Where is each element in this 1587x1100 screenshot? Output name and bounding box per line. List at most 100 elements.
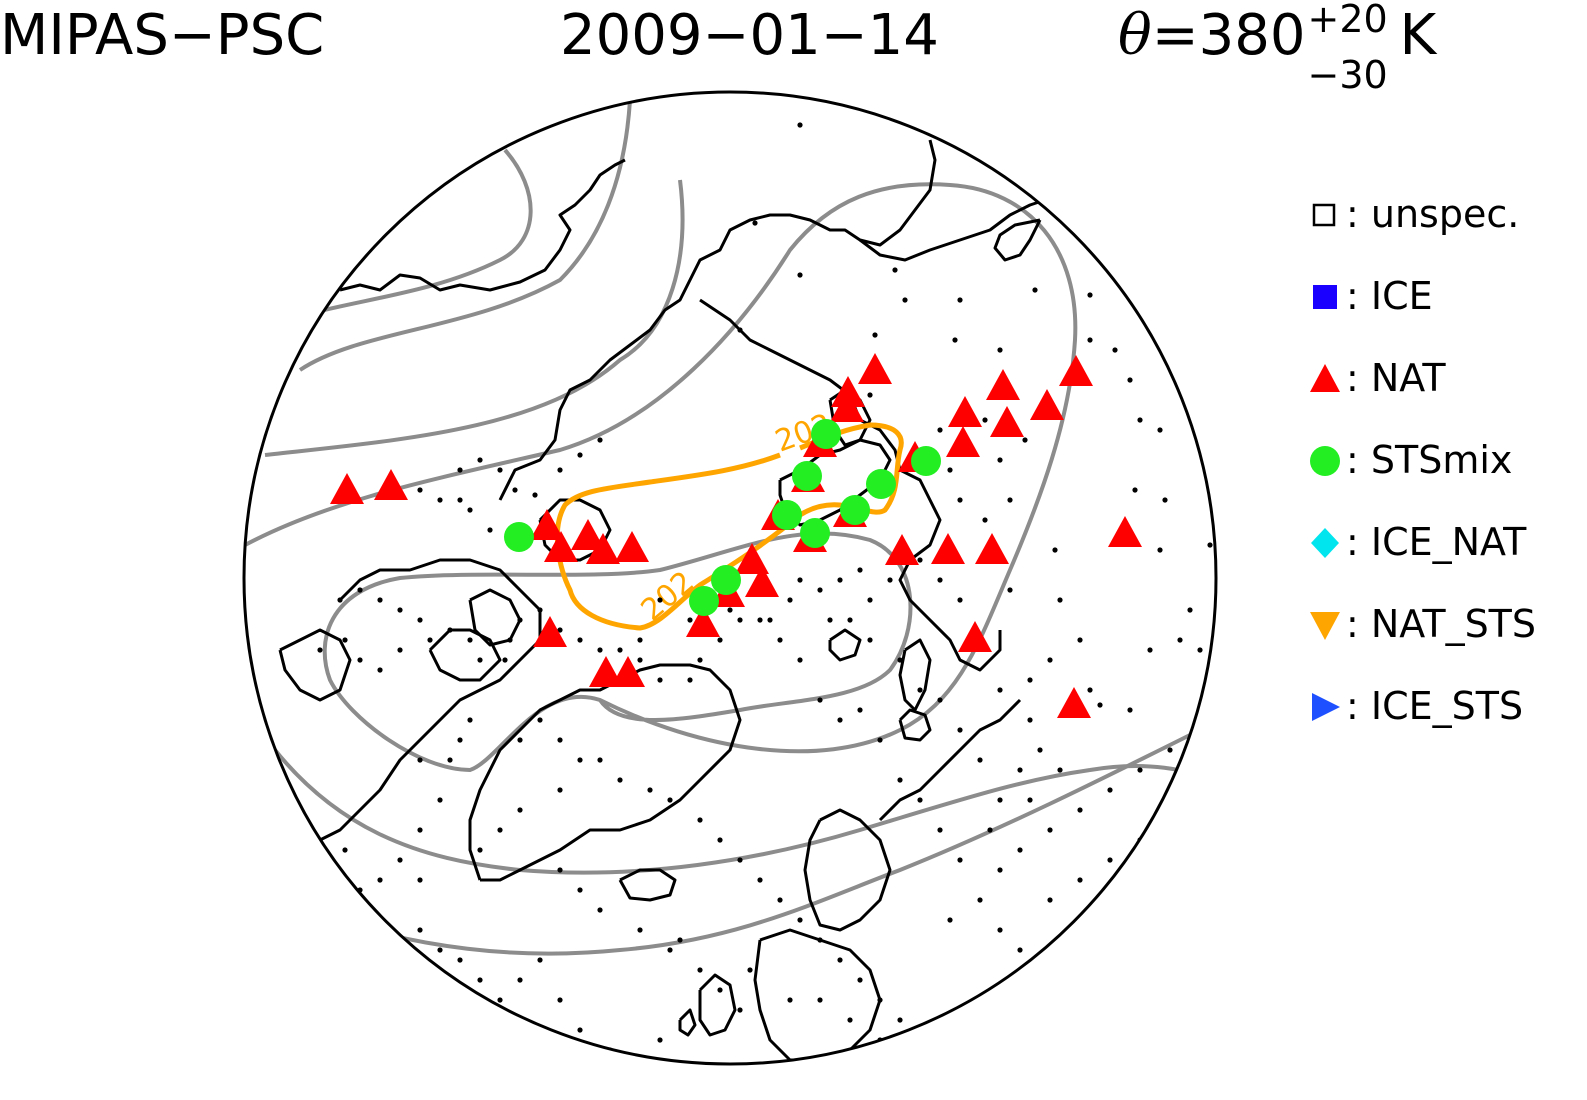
unspecified-point: [637, 657, 643, 663]
unspecified-point: [457, 957, 463, 963]
unspecified-point: [797, 657, 803, 663]
unspecified-point: [717, 637, 723, 643]
unspecified-point: [517, 737, 523, 743]
coastline-greenland: [468, 663, 742, 882]
unspecified-point: [577, 757, 583, 763]
unspecified-point: [687, 677, 693, 683]
legend-square-icon: [1313, 285, 1337, 309]
unspecified-point: [532, 492, 538, 498]
unspecified-point: [787, 597, 793, 603]
unspecified-point: [847, 1017, 853, 1023]
unspecified-point: [697, 657, 703, 663]
nat-point: [946, 426, 980, 457]
unspecified-point: [507, 637, 513, 643]
legend-triangle-right-icon: [1312, 693, 1340, 721]
nat-point: [533, 616, 567, 647]
chart-title-theta: θ=380 +20 −30 K: [1118, 0, 1436, 94]
unspecified-point: [417, 757, 423, 763]
unspecified-point: [947, 467, 953, 473]
stsmix-point: [866, 469, 896, 499]
contour-202-line: [554, 422, 904, 631]
unspecified-point: [957, 727, 963, 733]
unspecified-point: [777, 897, 783, 903]
unspecified-point: [797, 122, 803, 128]
unspecified-point: [1027, 797, 1033, 803]
unspecified-point: [357, 657, 363, 663]
nat-point: [1059, 355, 1093, 386]
legend-item: : ICE_STS: [1308, 684, 1523, 728]
unspecified-point: [982, 517, 988, 523]
unspecified-point: [997, 797, 1003, 803]
unspecified-point: [357, 587, 363, 593]
unspecified-point: [757, 877, 763, 883]
unspecified-point: [982, 417, 988, 423]
unspecified-point: [1017, 947, 1023, 953]
unspecified-point: [417, 877, 423, 883]
coastline-kola: [898, 708, 932, 742]
unspecified-point: [1087, 337, 1093, 343]
nat-point: [330, 473, 364, 504]
unspecified-point: [872, 332, 878, 338]
unspecified-point: [1077, 637, 1083, 643]
unspecified-point: [437, 947, 443, 953]
unspecified-point: [1047, 827, 1053, 833]
nat-point: [615, 531, 649, 562]
coastline-alaska-canada: [498, 139, 937, 501]
unspecified-point: [957, 597, 963, 603]
unspecified-point: [957, 297, 963, 303]
nat-point: [374, 469, 408, 500]
coastline-baffin: [468, 588, 522, 647]
unspecified-point: [897, 657, 903, 663]
unspecified-point: [1162, 497, 1168, 503]
unspecified-point: [997, 687, 1003, 693]
unspecified-point: [597, 647, 603, 653]
unspecified-point: [1032, 287, 1038, 293]
unspecified-point: [847, 617, 853, 623]
stsmix-point: [911, 446, 941, 476]
stsmix-point: [772, 500, 802, 530]
unspecified-point: [957, 497, 963, 503]
unspecified-point: [497, 827, 503, 833]
unspecified-point: [597, 437, 603, 443]
unspecified-point: [917, 557, 923, 563]
legend-label: : ICE_STS: [1346, 684, 1524, 728]
unspecified-point: [937, 577, 943, 583]
legend-label: : NAT_STS: [1346, 602, 1537, 646]
unspecified-point: [1197, 647, 1203, 653]
unspecified-point: [857, 567, 863, 573]
unspecified-point: [417, 927, 423, 933]
unspecified-point: [1022, 437, 1028, 443]
coastline-russia-west: [878, 698, 1022, 822]
legend-label: : ICE_NAT: [1346, 520, 1527, 564]
stsmix-point: [792, 461, 822, 491]
temperature-contours: [244, 99, 1216, 1061]
unspecified-point: [317, 877, 323, 883]
nat-point: [1030, 389, 1064, 420]
unspecified-point: [817, 587, 823, 593]
unspecified-point: [1047, 897, 1053, 903]
unspecified-point: [777, 637, 783, 643]
unspecified-point: [902, 297, 908, 303]
unspecified-point: [517, 977, 523, 983]
unspecified-point: [817, 937, 823, 943]
unspecified-point: [1057, 597, 1063, 603]
unspecified-point: [477, 977, 483, 983]
unspecified-point: [617, 777, 623, 783]
coastline-british-isles: [698, 973, 737, 1037]
unspecified-point: [577, 637, 583, 643]
unspecified-point: [1017, 767, 1023, 773]
coastline-scandinavia: [803, 808, 892, 932]
unspecified-point: [747, 967, 753, 973]
unspecified-point: [477, 847, 483, 853]
unspecified-point: [867, 597, 873, 603]
unspecified-point: [1167, 817, 1173, 823]
legend-item: : NAT_STS: [1308, 602, 1536, 646]
stsmix-point: [504, 522, 534, 552]
unspecified-point: [1157, 427, 1163, 433]
stsmix-point: [800, 518, 830, 548]
unspecified-point: [397, 607, 403, 613]
unspecified-point: [337, 597, 343, 603]
coastline-europe: [753, 928, 882, 1062]
nat-point: [831, 376, 865, 407]
unspecified-point: [1207, 542, 1213, 548]
